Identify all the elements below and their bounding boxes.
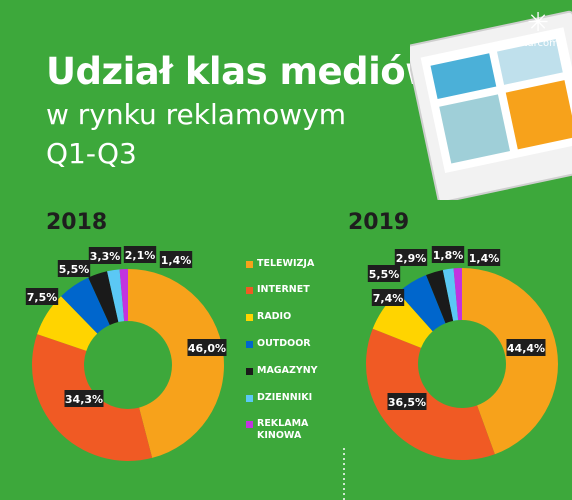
donut-slice bbox=[37, 296, 98, 351]
legend-label: REKLAMA KINOWA bbox=[257, 418, 309, 441]
donut-slice bbox=[462, 268, 559, 455]
data-label: 34,3% bbox=[64, 390, 104, 407]
legend-swatch bbox=[246, 395, 253, 402]
donut-slice bbox=[128, 269, 225, 458]
data-label-text: 5,5% bbox=[369, 268, 400, 281]
legend-item: MAGAZYNY bbox=[246, 365, 327, 377]
legend-swatch bbox=[246, 287, 253, 294]
legend-label: INTERNET bbox=[257, 284, 310, 295]
donut-slice bbox=[107, 269, 125, 323]
legend-label: OUTDOOR bbox=[257, 338, 311, 349]
donut-slice bbox=[88, 271, 119, 325]
data-label: 1,4% bbox=[159, 251, 193, 268]
donut-slice bbox=[372, 292, 433, 348]
data-label: 2,1% bbox=[123, 246, 157, 263]
donut-slice bbox=[442, 268, 459, 321]
data-label-text: 5,5% bbox=[59, 263, 90, 276]
data-label-text: 1,8% bbox=[433, 249, 464, 262]
period-label: Q1-Q3 bbox=[46, 137, 137, 170]
legend-swatch bbox=[246, 368, 253, 375]
legend-swatch bbox=[246, 261, 253, 268]
data-label: 46,0% bbox=[187, 339, 227, 356]
dotted-connector bbox=[343, 448, 345, 500]
data-label-text: 1,4% bbox=[469, 252, 500, 265]
legend-item: DZIENNIKI bbox=[246, 392, 327, 404]
page-title: Udział klas mediów bbox=[46, 50, 439, 93]
year-2019-title: 2019 bbox=[348, 210, 410, 235]
data-label-text: 34,3% bbox=[65, 393, 103, 406]
data-label-text: 3,3% bbox=[90, 250, 121, 263]
donut-slice bbox=[453, 268, 462, 321]
legend-item: OUTDOOR bbox=[246, 338, 327, 350]
donut-slice bbox=[366, 328, 495, 461]
legend-swatch bbox=[246, 314, 253, 321]
starcom-logo: ✳ Starcom bbox=[508, 10, 568, 60]
data-label: 5,5% bbox=[367, 265, 401, 282]
data-label: 1,4% bbox=[467, 249, 501, 266]
data-label-text: 7,5% bbox=[27, 291, 58, 304]
data-label: 3,3% bbox=[88, 247, 122, 264]
legend-label: TELEWIZJA bbox=[257, 258, 315, 269]
data-label: 7,4% bbox=[371, 289, 405, 306]
legend-item: RADIO bbox=[246, 311, 327, 323]
page-subtitle: w rynku reklamowym bbox=[46, 98, 347, 131]
data-label-text: 1,4% bbox=[161, 254, 192, 267]
legend-item: REKLAMA KINOWA bbox=[246, 418, 327, 442]
monitor-illustration bbox=[410, 10, 572, 200]
logo-text: Starcom bbox=[517, 38, 559, 49]
data-label-text: 44,4% bbox=[507, 342, 545, 355]
data-label-text: 2,1% bbox=[125, 249, 156, 262]
legend-swatch bbox=[246, 421, 253, 428]
data-label: 7,5% bbox=[25, 288, 59, 305]
data-label-text: 36,5% bbox=[388, 396, 426, 409]
legend-swatch bbox=[246, 341, 253, 348]
donut-slice bbox=[119, 269, 128, 322]
legend-item: INTERNET bbox=[246, 284, 327, 296]
donut-slice bbox=[61, 277, 110, 334]
legend-label: MAGAZYNY bbox=[257, 365, 318, 376]
data-label: 2,9% bbox=[394, 249, 428, 266]
data-label-text: 7,4% bbox=[373, 292, 404, 305]
data-label-text: 46,0% bbox=[188, 342, 226, 355]
data-label: 1,8% bbox=[431, 246, 465, 263]
data-label-text: 2,9% bbox=[396, 252, 427, 265]
data-label: 5,5% bbox=[57, 260, 91, 277]
donut-slice bbox=[426, 269, 454, 324]
legend-label: DZIENNIKI bbox=[257, 392, 313, 403]
data-label: 36,5% bbox=[387, 393, 427, 410]
data-label: 44,4% bbox=[506, 339, 546, 356]
starcom-star-icon: ✳ bbox=[527, 8, 549, 38]
legend-label: RADIO bbox=[257, 311, 292, 322]
donut-slice bbox=[398, 274, 446, 332]
legend-item: TELEWIZJA bbox=[246, 258, 327, 270]
year-2018-title: 2018 bbox=[46, 210, 108, 235]
